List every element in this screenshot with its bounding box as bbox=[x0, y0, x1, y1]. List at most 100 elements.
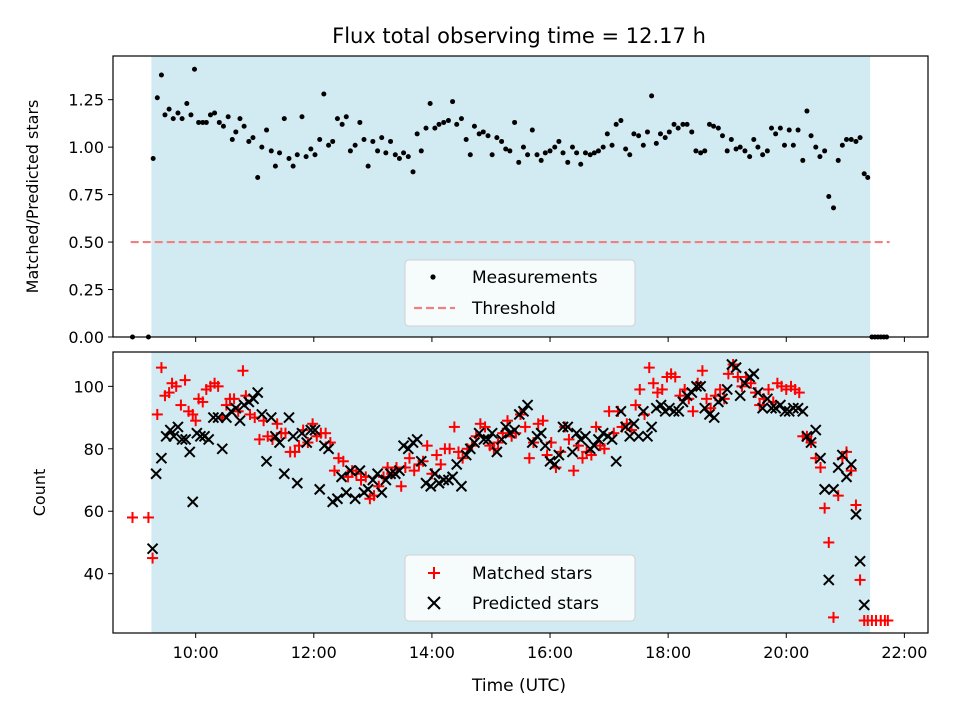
predicted-star-point bbox=[628, 418, 640, 430]
measurement-point bbox=[733, 146, 739, 152]
measurement-point bbox=[702, 148, 708, 154]
measurement-point bbox=[179, 116, 185, 122]
measurement-point bbox=[471, 123, 477, 129]
predicted-star-point bbox=[805, 436, 817, 449]
measurement-point bbox=[507, 148, 513, 154]
measurement-point bbox=[786, 127, 792, 133]
predicted-star-point bbox=[774, 399, 787, 411]
legend-top: Measurements Threshold bbox=[404, 259, 636, 327]
predicted-star-point bbox=[592, 433, 605, 446]
matched-star-point bbox=[537, 415, 549, 427]
predicted-star-point bbox=[202, 433, 215, 446]
measurement-point bbox=[706, 121, 712, 127]
predicted-star-point bbox=[624, 430, 636, 443]
matched-star-point bbox=[669, 371, 681, 383]
measurement-point bbox=[330, 138, 336, 144]
predicted-star-point bbox=[482, 433, 494, 446]
predicted-star-point bbox=[721, 383, 733, 396]
matched-star-point bbox=[179, 374, 191, 386]
predicted-star-point bbox=[473, 427, 485, 439]
predicted-star-point bbox=[619, 421, 632, 433]
matched-star-point bbox=[421, 440, 433, 452]
matched-star-point bbox=[854, 574, 866, 586]
legend-label-matched: Matched stars bbox=[472, 564, 592, 584]
matched-star-point bbox=[431, 449, 443, 461]
measurement-point bbox=[534, 152, 540, 158]
measurement-point bbox=[268, 148, 274, 154]
measurement-point bbox=[631, 131, 637, 137]
measurement-point bbox=[512, 119, 518, 125]
predicted-star-point bbox=[854, 555, 866, 567]
matched-star-point bbox=[701, 393, 713, 405]
matched-star-point bbox=[828, 611, 840, 623]
measurement-point bbox=[613, 121, 619, 127]
measurement-point bbox=[277, 150, 283, 156]
matched-star-point bbox=[634, 383, 646, 395]
measurement-point bbox=[618, 118, 624, 124]
predicted-star-point bbox=[486, 427, 498, 439]
predicted-star-point bbox=[539, 439, 552, 452]
predicted-star-point bbox=[446, 471, 459, 483]
measurement-point bbox=[552, 144, 558, 150]
predicted-star-point bbox=[168, 430, 180, 443]
predicted-star-point bbox=[562, 421, 574, 433]
measurement-point bbox=[831, 205, 837, 211]
matched-star-point bbox=[408, 465, 420, 477]
matched-star-point bbox=[793, 387, 805, 399]
predicted-star-point bbox=[296, 427, 308, 439]
measurement-point bbox=[158, 72, 164, 78]
matched-star-point bbox=[479, 421, 491, 433]
predicted-star-point bbox=[553, 449, 565, 461]
measurement-point bbox=[689, 129, 695, 135]
matched-star-point bbox=[435, 458, 447, 470]
predicted-star-point bbox=[730, 361, 742, 374]
measurement-point bbox=[649, 93, 655, 99]
measurement-point bbox=[281, 116, 287, 122]
measurement-point bbox=[600, 144, 606, 150]
matched-star-point bbox=[815, 462, 827, 474]
predicted-star-point bbox=[495, 433, 508, 446]
matched-star-point bbox=[253, 433, 265, 445]
legend-label-predicted: Predicted stars bbox=[472, 594, 599, 614]
predicted-star-point bbox=[176, 433, 188, 446]
matched-star-point bbox=[320, 427, 332, 439]
measurement-point bbox=[835, 157, 841, 163]
measurement-point bbox=[817, 154, 823, 160]
measurement-point bbox=[170, 116, 176, 122]
legend-marker-matched bbox=[428, 567, 440, 579]
predicted-star-point bbox=[535, 427, 547, 439]
x-axis-bottom: 10:00 12:00 14:00 16:00 18:00 20:00 22:00 bbox=[173, 633, 927, 662]
predicted-star-point bbox=[850, 508, 862, 521]
y-tick-label: 0.25 bbox=[68, 281, 104, 300]
matched-star-point bbox=[819, 502, 831, 514]
predicted-star-point bbox=[716, 393, 729, 405]
x-tick-label: 14:00 bbox=[409, 643, 455, 662]
predicted-star-point bbox=[220, 411, 233, 424]
matched-star-point bbox=[444, 443, 456, 455]
predicted-star-point bbox=[287, 430, 299, 443]
predicted-star-point bbox=[814, 452, 827, 464]
measurement-point bbox=[445, 118, 451, 124]
measurement-point bbox=[627, 152, 633, 158]
measurement-point bbox=[423, 125, 429, 131]
measurement-point bbox=[547, 148, 553, 154]
predicted-star-point bbox=[344, 464, 357, 477]
measurement-point bbox=[432, 125, 438, 131]
measurement-point bbox=[653, 140, 659, 146]
predicted-star-point bbox=[787, 402, 800, 414]
matched-star-point bbox=[845, 465, 857, 477]
measurement-point bbox=[844, 137, 849, 143]
measurement-point bbox=[290, 163, 296, 169]
predicted-star-point bbox=[187, 496, 199, 508]
measurement-point bbox=[747, 154, 753, 160]
measurement-point bbox=[636, 133, 642, 139]
predicted-star-point bbox=[460, 449, 472, 461]
measurement-point bbox=[229, 137, 235, 143]
measurement-point bbox=[751, 137, 757, 143]
predicted-star-point bbox=[823, 574, 835, 586]
matched-star-point bbox=[647, 377, 659, 389]
measurement-point bbox=[196, 119, 202, 125]
measurement-point bbox=[405, 154, 411, 160]
matched-star-point bbox=[170, 380, 182, 392]
legend-label-threshold: Threshold bbox=[471, 299, 556, 319]
